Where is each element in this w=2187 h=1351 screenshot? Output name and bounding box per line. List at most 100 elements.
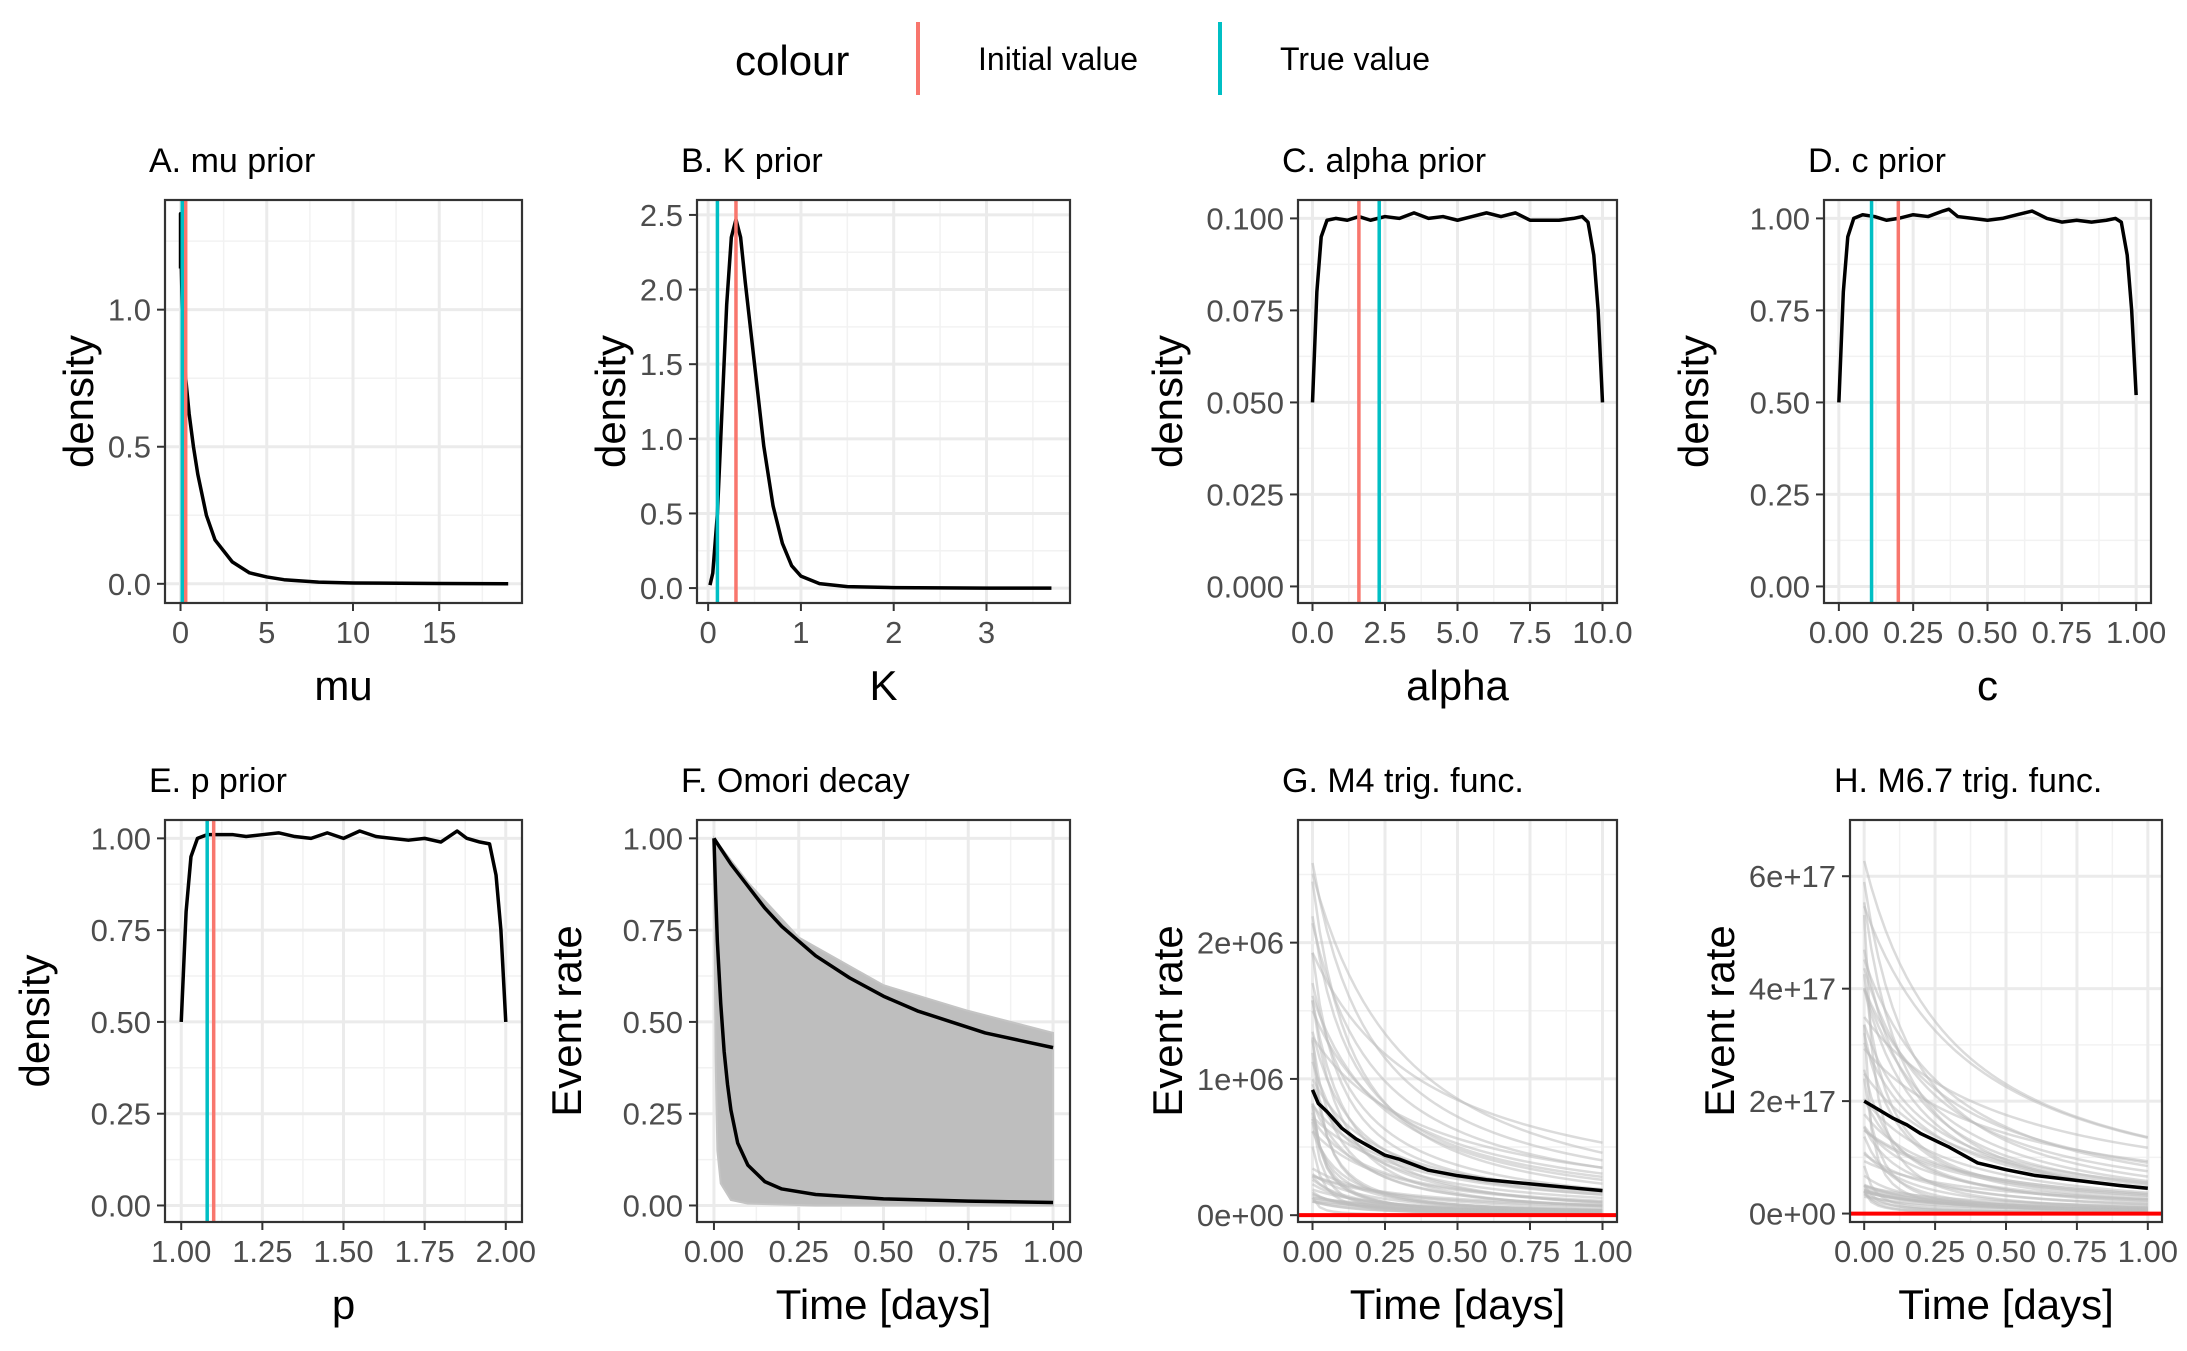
- x-tick-label: 0.25: [1355, 1234, 1415, 1269]
- legend-label-initial: Initial value: [978, 41, 1138, 77]
- sample-curve: [1311, 881, 1603, 1185]
- y-tick-label: 0.00: [91, 1188, 151, 1223]
- y-axis-label-group: Event rate: [1144, 925, 1191, 1116]
- series-line-0: [708, 217, 1052, 590]
- y-tick-label: 1e+06: [1197, 1062, 1284, 1097]
- panel-title: D. c prior: [1808, 142, 1946, 180]
- panel-4: 1.00 1.25 1.50 1.75 2.00 0.00 0.25 0.50 0.75 1.00…: [11, 762, 536, 1328]
- y-tick-label: 0.00: [623, 1188, 683, 1223]
- legend: colour Initial value True value: [735, 22, 1430, 95]
- series-line-0: [179, 829, 508, 1023]
- x-tick-label: 0.75: [2032, 615, 2092, 650]
- sample-curve: [1863, 1072, 2148, 1187]
- y-axis-label: density: [1144, 335, 1191, 468]
- plot-content: [1298, 862, 1617, 1218]
- y-tick-label: 0.5: [640, 496, 683, 531]
- sample-curve: [1311, 1118, 1603, 1203]
- x-tick-label: 0.75: [1500, 1234, 1560, 1269]
- x-tick-label: 7.5: [1508, 615, 1551, 650]
- sample-curve: [1863, 1125, 2148, 1201]
- sample-curve: [1311, 862, 1603, 1162]
- y-axis-label-group: density: [55, 335, 102, 468]
- x-tick-label: 1.00: [151, 1234, 211, 1269]
- x-tick-label: 1.00: [1572, 1234, 1632, 1269]
- x-tick-label: 15: [422, 615, 456, 650]
- panel-3: 0.00 0.25 0.50 0.75 1.00 0.00 0.25 0.50 0.75 1.00…: [1670, 142, 2166, 709]
- series-line-0: [1310, 211, 1605, 403]
- plot-content: [1310, 200, 1605, 603]
- y-tick-label: 4e+17: [1749, 972, 1836, 1007]
- x-tick-label: 10: [336, 615, 370, 650]
- panel-title: C. alpha prior: [1282, 142, 1486, 180]
- y-tick-label: 0.00: [1750, 569, 1810, 604]
- x-tick-label: 0.0: [1291, 615, 1334, 650]
- x-tick-label: 0.50: [1957, 615, 2017, 650]
- plot-border: [163, 198, 524, 605]
- x-tick-label: 0.25: [769, 1234, 829, 1269]
- sample-curve: [1311, 1167, 1603, 1210]
- x-tick-label: 0.75: [2047, 1234, 2107, 1269]
- y-tick-label: 0.025: [1206, 477, 1284, 512]
- sample-curve: [1863, 1126, 2148, 1206]
- sample-curve: [1862, 974, 2148, 1199]
- y-tick-label: 0.75: [91, 913, 151, 948]
- sample-curve: [1311, 952, 1603, 1144]
- y-tick-label: 0.050: [1206, 385, 1284, 420]
- y-tick-label: 6e+17: [1749, 859, 1836, 894]
- x-tick-label: 2.00: [476, 1234, 536, 1269]
- sample-curve: [1862, 967, 2148, 1173]
- sample-curve: [1311, 1010, 1603, 1175]
- y-axis-label-group: density: [11, 954, 58, 1087]
- sample-curve: [1311, 1116, 1603, 1196]
- x-tick-label: 0.00: [1282, 1234, 1342, 1269]
- panel-title: A. mu prior: [149, 142, 315, 180]
- panel-5: 0.00 0.25 0.50 0.75 1.00 0.00 0.25 0.50 0.75 1.00…: [543, 762, 1083, 1328]
- x-tick-label: 1.75: [394, 1234, 454, 1269]
- panel-2: 0.0 2.5 5.0 7.5 10.0 0.000 0.025 0.050 0.075 0.10…: [1144, 142, 1633, 709]
- x-tick-label: 5: [258, 615, 275, 650]
- x-tick-label: 0.25: [1883, 615, 1943, 650]
- panel-title: G. M4 trig. func.: [1282, 762, 1524, 800]
- x-tick-label: 0.00: [1809, 615, 1869, 650]
- panel-6: 0.00 0.25 0.50 0.75 1.00 0e+00 1e+06 2e+06 G. M4…: [1144, 762, 1633, 1328]
- plot-content: [179, 820, 508, 1222]
- panel-title: F. Omori decay: [681, 762, 910, 800]
- y-axis-label: density: [11, 954, 58, 1087]
- x-tick-label: 1.50: [313, 1234, 373, 1269]
- x-axis-label: Time [days]: [1350, 1281, 1566, 1328]
- sample-curve: [1863, 1113, 2148, 1196]
- sample-curve: [1311, 1000, 1603, 1208]
- sample-curve: [1863, 959, 2149, 1168]
- x-tick-label: 0.50: [853, 1234, 913, 1269]
- x-tick-label: 5.0: [1436, 615, 1479, 650]
- y-tick-label: 0.25: [1750, 477, 1810, 512]
- x-tick-label: 0.50: [1976, 1234, 2036, 1269]
- x-tick-label: 2: [885, 615, 902, 650]
- y-tick-label: 1.00: [1750, 201, 1810, 236]
- x-axis-label: c: [1977, 662, 1998, 709]
- y-tick-label: 0e+00: [1749, 1197, 1836, 1232]
- series-line-1: [712, 838, 1054, 1205]
- x-tick-label: 1.25: [232, 1234, 292, 1269]
- panel-title: B. K prior: [681, 142, 823, 180]
- y-axis-label: Event rate: [543, 925, 590, 1116]
- x-tick-label: 3: [978, 615, 995, 650]
- x-axis-label: K: [869, 662, 897, 709]
- x-tick-label: 1.00: [2118, 1234, 2178, 1269]
- sample-curve: [1863, 1174, 2148, 1210]
- sample-curve: [1311, 1052, 1603, 1212]
- y-tick-label: 1.00: [623, 821, 683, 856]
- y-axis-label: Event rate: [1144, 925, 1191, 1116]
- x-tick-label: 1.00: [1023, 1234, 1083, 1269]
- sample-curve: [1311, 916, 1603, 1179]
- plot-border: [695, 198, 1072, 605]
- y-axis-label-group: Event rate: [543, 925, 590, 1116]
- y-tick-label: 2.5: [640, 198, 683, 233]
- y-tick-label: 1.00: [91, 821, 151, 856]
- sample-curve: [1311, 1036, 1603, 1169]
- y-tick-label: 0.0: [640, 571, 683, 606]
- x-tick-label: 0.00: [684, 1234, 744, 1269]
- plot-content: [178, 200, 509, 603]
- series-line-0: [712, 837, 1054, 1050]
